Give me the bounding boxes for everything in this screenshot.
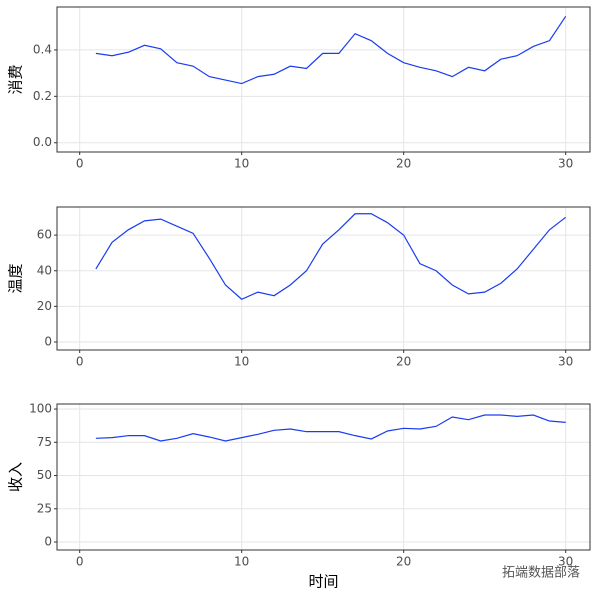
data-line: [95, 15, 567, 85]
y-tick-label: 60: [37, 228, 52, 242]
panel-border: [56, 403, 591, 551]
data-line: [95, 414, 566, 442]
x-tick-label: 30: [558, 555, 573, 569]
x-tick-label: 20: [396, 555, 411, 569]
x-tick-label: 0: [76, 157, 84, 171]
y-tick-label: 20: [37, 299, 52, 313]
x-tick-label: 10: [234, 355, 249, 369]
x-tick-label: 10: [234, 157, 249, 171]
y-tick-label: 100: [29, 402, 52, 416]
y-tick-label: 0.0: [33, 135, 52, 149]
x-axis-title: 时间: [308, 573, 338, 591]
x-tick-label: 20: [396, 157, 411, 171]
x-tick-label: 0: [76, 555, 84, 569]
x-tick-label: 10: [234, 555, 249, 569]
y-axis-title: 温度: [7, 263, 25, 293]
data-line: [95, 213, 567, 300]
y-tick-label: 50: [37, 468, 52, 482]
y-axis-title: 收入: [7, 462, 25, 492]
x-tick-label: 20: [396, 355, 411, 369]
panel-border: [56, 6, 591, 153]
y-tick-label: 75: [37, 435, 52, 449]
y-tick-label: 0.2: [33, 89, 52, 103]
x-tick-label: 0: [76, 355, 84, 369]
y-tick-label: 0: [44, 535, 52, 549]
watermark: 拓端数据部落: [502, 566, 580, 581]
y-tick-label: 0.4: [33, 42, 52, 56]
panel-border: [56, 206, 591, 351]
y-tick-label: 25: [37, 501, 52, 515]
x-tick-label: 30: [558, 157, 573, 171]
y-tick-label: 40: [37, 263, 52, 277]
y-tick-label: 0: [44, 334, 52, 348]
y-axis-title: 消费: [7, 64, 25, 94]
x-tick-label: 30: [558, 355, 573, 369]
